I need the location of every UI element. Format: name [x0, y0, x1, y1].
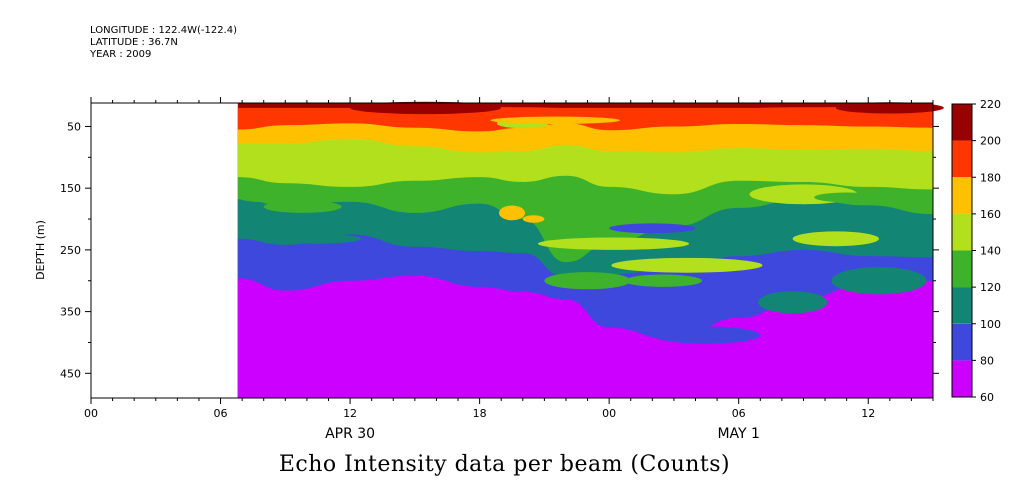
y-tick-label: 50: [67, 120, 81, 133]
x-tick-label: 00: [84, 407, 98, 420]
longitude-label: LONGITUDE : 122.4W(-122.4): [90, 25, 237, 36]
colorbar-swatch: [952, 177, 972, 214]
x-tick-label: 12: [861, 407, 875, 420]
y-axis-label: DEPTH (m): [34, 220, 47, 280]
latitude-label: LATITUDE : 36.7N: [90, 37, 178, 48]
contour-patch: [831, 267, 927, 295]
axes: 00 06 12 18 00 06 12 APR 30 MAY 1 50 150 250 350 450: [60, 97, 939, 442]
contour-patch: [609, 223, 696, 234]
y-tick-label: 250: [60, 244, 81, 257]
chart-caption: Echo Intensity data per beam (Counts): [278, 452, 731, 477]
contour-patch: [652, 326, 761, 344]
contour-patch: [874, 193, 927, 206]
plot-frame: [90, 102, 934, 399]
band-60-80: [237, 275, 934, 398]
colorbar-swatch: [952, 250, 972, 288]
colorbar-label: 200: [980, 135, 1001, 148]
colorbar-label: 140: [980, 245, 1001, 258]
contour-patches: [237, 101, 944, 390]
contour-patch: [792, 231, 879, 247]
contour-patch: [684, 372, 815, 390]
x-tick-label: 06: [214, 407, 228, 420]
x-tick-label: 00: [602, 407, 616, 420]
contour-patch: [546, 368, 612, 381]
colorbar-label: 80: [980, 354, 994, 367]
x-tick-label: 06: [732, 407, 746, 420]
colorbar-label: 100: [980, 318, 1001, 331]
colorbar-swatch: [952, 360, 972, 397]
y-tick-label: 450: [60, 367, 81, 380]
contour-patch: [758, 291, 828, 314]
year-label: YEAR : 2009: [90, 49, 152, 60]
colorbar-label: 180: [980, 171, 1001, 184]
colorbar-swatch: [952, 213, 972, 251]
contour-patch: [611, 257, 763, 273]
colorbar-swatch: [952, 140, 972, 178]
y-tick-label: 350: [60, 306, 81, 319]
contour-patch: [537, 237, 690, 250]
contour-patch: [350, 101, 502, 115]
colorbar-label: 120: [980, 281, 1001, 294]
date-label: APR 30: [325, 426, 375, 442]
y-tick-label: 150: [60, 182, 81, 195]
metadata-block: LONGITUDE : 122.4W(-122.4) LATITUDE : 36…: [90, 25, 237, 61]
colorbar-swatch: [952, 287, 972, 324]
contour-patch: [237, 192, 299, 203]
contour-patch: [814, 192, 879, 203]
contour-patch: [544, 272, 631, 290]
contour-patch: [274, 233, 361, 244]
colorbar-label: 160: [980, 208, 1001, 221]
x-tick-label: 18: [473, 407, 487, 420]
date-label: MAY 1: [717, 426, 759, 442]
contour-patch: [835, 102, 944, 114]
colorbar-swatch: [952, 323, 972, 361]
contour-patch: [499, 205, 525, 221]
contour-patch: [522, 215, 545, 223]
x-tick-label: 12: [343, 407, 357, 420]
contour-bands: [237, 103, 934, 399]
contour-patch: [263, 200, 342, 213]
contour-patch: [624, 274, 702, 287]
colorbar-label: 60: [980, 391, 994, 404]
colorbar: 60 80 100 120 140 160 180 200 220: [951, 98, 1001, 404]
colorbar-swatch: [952, 104, 972, 141]
colorbar-label: 220: [980, 98, 1001, 111]
contour-patch: [490, 116, 620, 125]
